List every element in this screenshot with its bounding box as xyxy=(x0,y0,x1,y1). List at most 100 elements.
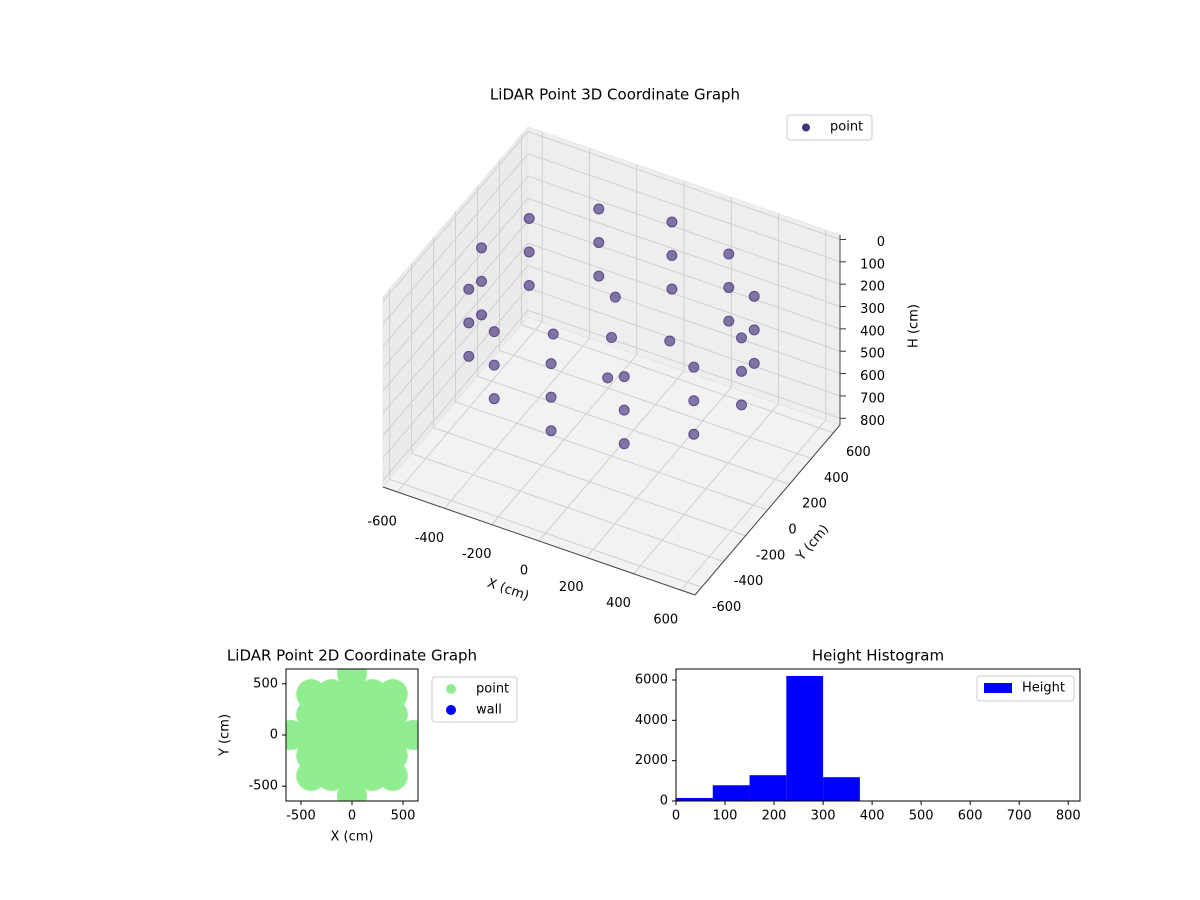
point xyxy=(593,270,605,282)
grid-line xyxy=(382,242,529,414)
x-tick-label: 500 xyxy=(391,809,416,824)
y-tick-label: 0 xyxy=(270,728,278,743)
point xyxy=(488,326,500,338)
z-tick-label: 400 xyxy=(860,324,885,339)
bar xyxy=(786,675,824,801)
point xyxy=(688,361,700,373)
grid-line xyxy=(389,478,702,588)
point xyxy=(463,283,475,295)
y-tick-label: 500 xyxy=(253,676,278,691)
grid-line xyxy=(411,453,724,562)
legend-marker xyxy=(446,684,456,694)
point xyxy=(618,371,630,383)
point xyxy=(545,358,557,370)
x-tick-label: 100 xyxy=(713,809,738,824)
grid-line xyxy=(527,198,841,308)
grid-line xyxy=(521,324,834,434)
legend-label: point xyxy=(476,682,509,697)
z-tick-label: 700 xyxy=(860,391,885,406)
y-axis-label: Y (cm) xyxy=(218,714,233,757)
axis-line xyxy=(694,424,841,596)
point xyxy=(723,315,735,327)
grid-line xyxy=(477,375,790,485)
x-tick-label: 400 xyxy=(606,596,631,611)
x-tick-label: -500 xyxy=(286,809,316,824)
point xyxy=(666,250,678,262)
grid-line xyxy=(382,153,529,325)
x-tick-label: 0 xyxy=(672,809,680,824)
grid-line xyxy=(527,309,841,419)
x-tick-label: 500 xyxy=(909,809,934,824)
grid-line xyxy=(527,287,841,397)
y-tick-label: 400 xyxy=(824,471,849,486)
point xyxy=(723,282,735,294)
legend-marker xyxy=(984,683,1012,693)
point xyxy=(736,399,747,411)
point xyxy=(547,328,559,340)
point xyxy=(488,393,500,405)
point xyxy=(736,332,747,344)
y-tick-label: 4000 xyxy=(635,713,668,728)
x-tick-label: -400 xyxy=(415,531,445,546)
x-axis-label: X (cm) xyxy=(331,830,374,845)
x-tick-label: 800 xyxy=(1056,809,1081,824)
x-tick-label: 200 xyxy=(559,580,584,595)
chart-title: LiDAR Point 3D Coordinate Graph xyxy=(490,86,740,104)
y-tick-label: -500 xyxy=(248,779,278,794)
z-tick-label: 600 xyxy=(860,369,885,384)
point xyxy=(618,404,630,416)
grid-line xyxy=(527,265,841,375)
x-tick-label: -200 xyxy=(462,547,492,562)
grid-line xyxy=(382,220,529,392)
z-tick-label: 300 xyxy=(860,302,885,317)
chart-title: Height Histogram xyxy=(812,647,944,665)
legend-box xyxy=(786,114,873,141)
point xyxy=(593,203,605,215)
point xyxy=(476,275,487,287)
legend-label: point xyxy=(830,120,863,135)
point xyxy=(523,280,535,292)
point xyxy=(666,216,678,228)
y-tick-label: -200 xyxy=(756,548,786,563)
x-tick-label: 600 xyxy=(958,809,983,824)
grid-line xyxy=(527,242,841,352)
grid-line xyxy=(382,309,529,481)
y-tick-label: 2000 xyxy=(635,753,668,768)
point xyxy=(606,332,617,344)
bar xyxy=(676,797,713,801)
grid-line xyxy=(382,175,529,347)
point xyxy=(377,679,408,710)
grid-line xyxy=(527,220,841,330)
point xyxy=(688,428,700,440)
x-tick-label: 0 xyxy=(520,564,528,579)
bar xyxy=(712,785,750,801)
point xyxy=(488,359,500,371)
x-tick-label: 400 xyxy=(860,809,885,824)
z-tick-label: 0 xyxy=(877,235,885,250)
y-tick-label: -400 xyxy=(734,574,764,589)
axis-line xyxy=(382,486,696,596)
x-tick-label: 600 xyxy=(653,613,678,628)
point xyxy=(618,438,630,450)
legend-label: Height xyxy=(1022,681,1065,696)
point xyxy=(602,372,614,384)
point xyxy=(545,391,557,403)
point xyxy=(593,237,605,249)
grid-line xyxy=(455,401,768,511)
point xyxy=(337,669,367,689)
y-tick-label: 0 xyxy=(788,523,796,538)
point xyxy=(545,425,557,437)
z-tick-label: 800 xyxy=(860,414,885,429)
z-tick-label: 200 xyxy=(860,280,885,295)
y-tick-label: -600 xyxy=(712,600,742,615)
z-axis-label: H (cm) xyxy=(907,304,922,348)
grid-line xyxy=(433,427,746,537)
point xyxy=(398,720,418,750)
x-tick-label: -600 xyxy=(367,514,397,529)
grid-line xyxy=(382,265,529,436)
point xyxy=(666,283,678,295)
point xyxy=(736,365,747,377)
x-tick-label: 700 xyxy=(1007,809,1032,824)
point xyxy=(688,395,700,407)
legend-box xyxy=(976,675,1075,702)
